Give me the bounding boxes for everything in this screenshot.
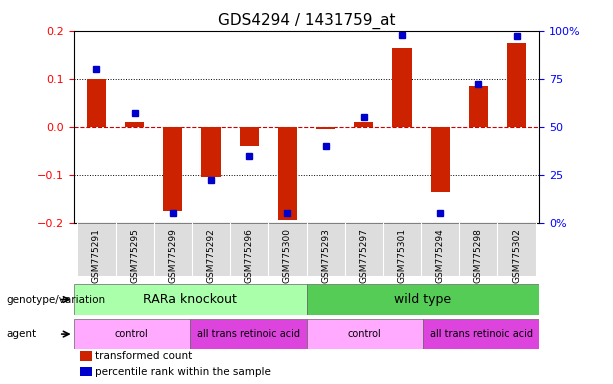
Bar [383,223,421,276]
Text: GSM775293: GSM775293 [321,228,330,283]
Text: control: control [348,329,382,339]
Bar [469,86,488,127]
Bar [345,223,383,276]
Bar [125,122,144,127]
Text: GSM775302: GSM775302 [512,228,521,283]
Text: wild type: wild type [394,293,452,306]
Bar [77,223,116,276]
Bar [423,319,539,349]
Bar [74,319,190,349]
Bar [202,127,221,177]
Bar [268,223,306,276]
Text: GSM775297: GSM775297 [359,228,368,283]
Text: GSM775301: GSM775301 [397,228,406,283]
Text: transformed count: transformed count [95,351,192,361]
Bar [507,43,526,127]
Bar [190,319,306,349]
Bar [240,127,259,146]
Text: all trans retinoic acid: all trans retinoic acid [197,329,300,339]
Bar [116,223,154,276]
Text: percentile rank within the sample: percentile rank within the sample [95,367,271,377]
Bar [306,284,539,315]
Text: genotype/variation: genotype/variation [6,295,105,305]
Bar [163,127,183,211]
Bar [87,79,106,127]
Text: GSM775295: GSM775295 [130,228,139,283]
Bar [316,127,335,129]
Text: agent: agent [6,329,36,339]
Bar [354,122,373,127]
Text: GSM775299: GSM775299 [169,228,177,283]
Text: control: control [115,329,149,339]
Text: GSM775292: GSM775292 [207,228,216,283]
Bar [74,284,306,315]
Bar [278,127,297,220]
Bar [230,223,268,276]
Text: GSM775300: GSM775300 [283,228,292,283]
Title: GDS4294 / 1431759_at: GDS4294 / 1431759_at [218,13,395,29]
Text: GSM775296: GSM775296 [245,228,254,283]
Text: GSM775291: GSM775291 [92,228,101,283]
Bar [392,48,411,127]
Bar [459,223,497,276]
Bar [306,319,423,349]
Bar [154,223,192,276]
Text: all trans retinoic acid: all trans retinoic acid [430,329,533,339]
Bar [306,223,345,276]
Text: GSM775298: GSM775298 [474,228,483,283]
Text: GSM775294: GSM775294 [436,228,444,283]
Bar [430,127,450,192]
Text: RARa knockout: RARa knockout [143,293,237,306]
Bar [421,223,459,276]
Bar [192,223,230,276]
Bar [497,223,536,276]
